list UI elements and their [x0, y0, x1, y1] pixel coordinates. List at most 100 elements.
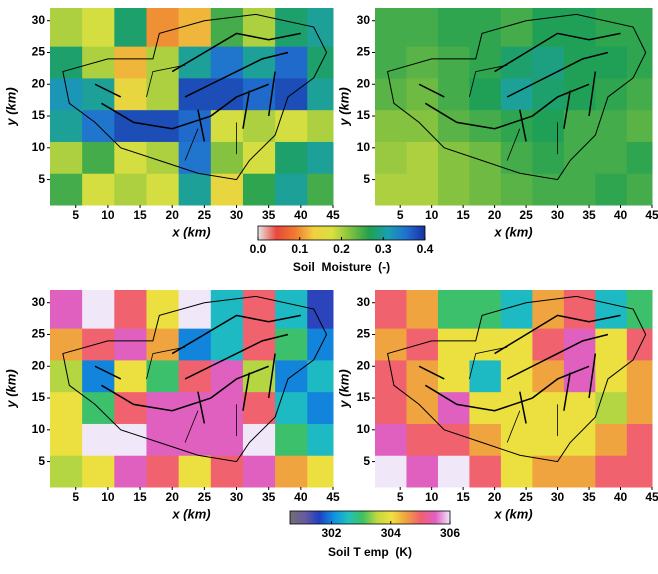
heatmap-cell — [275, 328, 308, 361]
heatmap-cell — [375, 8, 407, 47]
colorbar-tick-label: 304 — [381, 526, 401, 540]
heatmap-cell — [532, 46, 565, 79]
heatmap-cell — [178, 290, 212, 329]
y-axis-label: y (km) — [336, 87, 351, 126]
heatmap-cell — [437, 109, 470, 142]
heatmap-cell — [375, 359, 407, 393]
heatmap-cell — [114, 8, 147, 47]
heatmap-cell — [406, 328, 439, 361]
x-tick-label: 35 — [582, 208, 596, 222]
heatmap-cell — [50, 109, 83, 142]
heatmap-cell — [275, 391, 308, 424]
heatmap-cell — [210, 391, 244, 424]
x-tick-label: 30 — [551, 208, 565, 222]
heatmap-cell — [146, 46, 180, 79]
heatmap-cell — [500, 77, 533, 111]
heatmap-cell — [82, 8, 115, 47]
heatmap-cell — [146, 328, 180, 361]
x-tick-label: 5 — [397, 490, 404, 504]
heatmap-cell — [375, 77, 407, 111]
heatmap-cell — [375, 391, 407, 424]
heatmap-cell — [437, 173, 470, 206]
heatmap-cell — [210, 423, 244, 456]
x-tick-label: 45 — [326, 208, 340, 222]
heatmap-cell — [146, 455, 180, 488]
heatmap-cell — [437, 359, 470, 393]
heatmap-cell — [375, 328, 407, 361]
colorbar-tick-label: 306 — [440, 526, 460, 540]
heatmap-cell — [50, 141, 83, 174]
x-tick-label: 45 — [326, 490, 340, 504]
heatmap-cell — [242, 290, 276, 329]
heatmap-cell — [532, 328, 565, 361]
heatmap-cell — [275, 46, 308, 79]
heatmap-cell — [307, 455, 334, 488]
x-tick-label: 20 — [488, 490, 502, 504]
colorbar-label: Soil T emp (K) — [328, 545, 412, 559]
x-tick-label: 20 — [166, 490, 180, 504]
x-tick-label: 5 — [72, 208, 79, 222]
heatmap-cell — [146, 8, 180, 47]
y-tick-label: 5 — [38, 454, 45, 468]
x-tick-label: 25 — [519, 208, 533, 222]
heatmap-cell — [406, 455, 439, 488]
heatmap-cell — [563, 8, 596, 47]
heatmap-cell — [275, 109, 308, 142]
y-tick-label: 30 — [357, 295, 371, 309]
heatmap-cell — [210, 455, 244, 488]
heatmap-cell — [437, 328, 470, 361]
x-tick-label: 25 — [198, 208, 212, 222]
heatmap-cell — [595, 423, 628, 456]
heatmap-cell — [626, 109, 653, 142]
y-tick-label: 20 — [32, 76, 46, 90]
y-tick-label: 15 — [32, 390, 46, 404]
y-tick-label: 15 — [357, 108, 371, 122]
heatmap-cell — [82, 173, 115, 206]
heatmap-cell — [114, 46, 147, 79]
heatmap-cell — [595, 46, 628, 79]
heatmap-cell — [210, 8, 244, 47]
heatmap-cell — [469, 359, 502, 393]
heatmap-cell — [406, 8, 439, 47]
heatmap-cell — [563, 290, 596, 329]
x-tick-label: 35 — [262, 490, 276, 504]
heatmap-cell — [469, 290, 502, 329]
colorbar-tick-label: 0.4 — [417, 242, 434, 256]
x-tick-label: 40 — [614, 208, 628, 222]
heatmap-cell — [50, 46, 83, 79]
heatmap-cell — [532, 391, 565, 424]
heatmap-cell — [50, 77, 83, 111]
x-tick-label: 20 — [488, 208, 502, 222]
y-tick-label: 5 — [38, 172, 45, 186]
heatmap-cell — [595, 391, 628, 424]
x-axis-label: x (km) — [493, 224, 532, 239]
y-tick-label: 15 — [32, 108, 46, 122]
heatmap-cell — [563, 328, 596, 361]
y-tick-label: 30 — [357, 13, 371, 27]
heatmap-cell — [50, 391, 83, 424]
heatmap-cell — [275, 173, 308, 206]
heatmap-cell — [242, 455, 276, 488]
heatmap-cell — [178, 359, 212, 393]
heatmap-cell — [406, 46, 439, 79]
heatmap-cell — [437, 46, 470, 79]
heatmap-cell — [595, 141, 628, 174]
x-tick-label: 10 — [425, 490, 439, 504]
heatmap-cell — [82, 423, 115, 456]
heatmap-cell — [210, 173, 244, 206]
heatmap-cell — [82, 290, 115, 329]
heatmap-cell — [307, 173, 334, 206]
x-axis-label: x (km) — [171, 224, 210, 239]
y-tick-label: 20 — [357, 76, 371, 90]
heatmap-cell — [114, 328, 147, 361]
heatmap-cell — [114, 290, 147, 329]
y-tick-label: 30 — [32, 13, 46, 27]
y-tick-label: 5 — [363, 172, 370, 186]
heatmap-cell — [50, 8, 83, 47]
x-tick-label: 35 — [582, 490, 596, 504]
heatmap-cell — [307, 391, 334, 424]
heatmap-cell — [626, 173, 653, 206]
y-tick-label: 10 — [32, 422, 46, 436]
heatmap-cell — [500, 173, 533, 206]
heatmap-cell — [437, 77, 470, 111]
